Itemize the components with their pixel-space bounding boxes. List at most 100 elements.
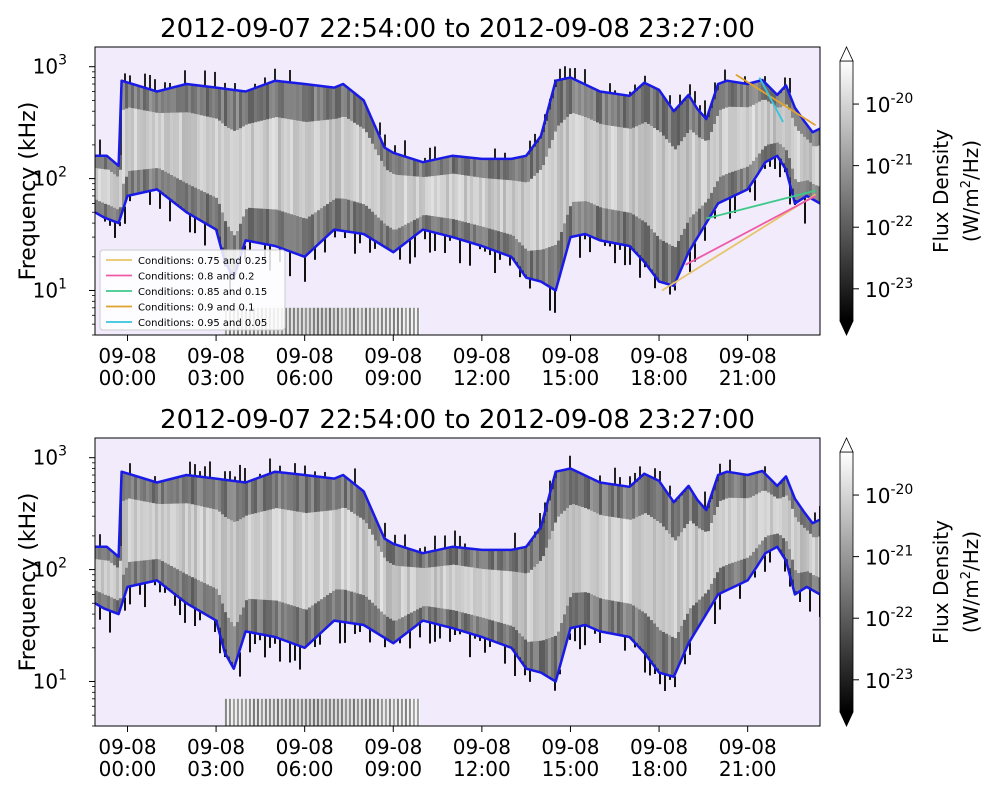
x-tick-label-time: 15:00 [542, 366, 600, 390]
x-tick-label-date: 09-08 [541, 735, 599, 759]
y-tick-exponent: 2 [58, 165, 67, 181]
colorbar-tick-exponent: -23 [890, 276, 913, 292]
y-tick-exponent: 1 [58, 276, 67, 292]
y-tick-base: 10 [33, 558, 58, 582]
y-tick-label: 102 [33, 165, 67, 191]
x-tick-label-date: 09-08 [630, 344, 688, 368]
colorbar-tick-label: 10-20 [865, 482, 913, 508]
x-tick-label-date: 09-08 [630, 735, 688, 759]
colorbar-tick-exponent: -21 [890, 153, 913, 169]
x-tick-label-time: 18:00 [630, 366, 688, 390]
colorbar-tick-exponent: -21 [890, 544, 913, 560]
colorbar-label-tail: /Hz) [959, 531, 983, 571]
legend-box [99, 249, 286, 331]
lower-boundary-line [95, 154, 820, 292]
x-tick-label-date: 09-08 [719, 344, 777, 368]
legend-label: Conditions: 0.8 and 0.2 [138, 272, 254, 283]
y-tick-exponent: 3 [58, 444, 67, 460]
colorbar-label-sup: 2 [959, 571, 974, 579]
colorbar-tick-label: 10-22 [865, 214, 913, 240]
x-tick-label-date: 09-08 [187, 735, 245, 759]
colorbar-tick-base: 10 [865, 278, 890, 302]
colorbar-tick-base: 10 [865, 216, 890, 240]
emission-texture [95, 77, 820, 290]
colorbar-extend-max [839, 437, 854, 453]
x-tick-label-date: 09-08 [719, 735, 777, 759]
x-tick-label-time: 00:00 [99, 757, 157, 781]
condition-line-1 [661, 193, 817, 292]
colorbar-tick-exponent: -23 [890, 667, 913, 683]
colorbar-tick-base: 10 [865, 93, 890, 117]
y-tick-exponent: 2 [58, 556, 67, 572]
x-tick-label-time: 12:00 [453, 757, 511, 781]
spectrogram [95, 66, 820, 335]
y-axis-label: Frequency (kHz) [16, 102, 41, 281]
y-tick-base: 10 [33, 278, 58, 302]
colorbar-tick-exponent: -22 [890, 605, 913, 621]
colorbar-tick-label: 10-21 [865, 544, 913, 570]
colorbar-gradient [839, 451, 854, 713]
colorbar-tick-exponent: -20 [890, 482, 913, 498]
y-tick-base: 10 [33, 167, 58, 191]
condition-line-3 [706, 189, 816, 220]
y-tick-label: 102 [33, 556, 67, 582]
chart-panel-2: 2012-09-07 22:54:00 to 2012-09-08 23:27:… [16, 405, 983, 781]
condition-line-2 [685, 195, 816, 266]
lower-boundary-line [95, 545, 820, 683]
y-tick-label: 101 [33, 276, 67, 302]
spectrogram [95, 455, 820, 726]
x-tick-label-date: 09-08 [453, 735, 511, 759]
colorbar-label-sup: 2 [959, 180, 974, 188]
plot-frame [94, 437, 821, 727]
colorbar-label-line2: (W/m2/Hz) [959, 531, 983, 633]
legend-label: Conditions: 0.85 and 0.15 [138, 287, 267, 298]
colorbar-label-line1: Flux Density [929, 129, 953, 253]
x-tick-label-time: 09:00 [364, 366, 422, 390]
x-tick-label-time: 21:00 [719, 757, 777, 781]
emission-texture [95, 468, 820, 681]
y-tick-exponent: 1 [58, 667, 67, 683]
colorbar-extend-min [839, 320, 854, 336]
chart-title: 2012-09-07 22:54:00 to 2012-09-08 23:27:… [160, 405, 755, 435]
legend-label: Conditions: 0.9 and 0.1 [138, 303, 254, 314]
y-tick-label: 103 [33, 444, 67, 470]
x-tick-label-date: 09-08 [276, 344, 334, 368]
plot-frame [94, 46, 821, 336]
x-tick-label-time: 06:00 [276, 366, 334, 390]
x-tick-label-time: 15:00 [542, 757, 600, 781]
x-tick-label-date: 09-08 [541, 344, 599, 368]
x-tick-label-time: 06:00 [276, 757, 334, 781]
x-tick-label-date: 09-08 [98, 735, 156, 759]
colorbar-tick-base: 10 [865, 155, 890, 179]
y-tick-base: 10 [33, 669, 58, 693]
colorbar-tick-label: 10-21 [865, 153, 913, 179]
x-tick-label-time: 03:00 [187, 366, 245, 390]
x-tick-label-date: 09-08 [98, 344, 156, 368]
colorbar-tick-base: 10 [865, 546, 890, 570]
colorbar-tick-base: 10 [865, 607, 890, 631]
x-tick-label-time: 21:00 [719, 366, 777, 390]
chart-title: 2012-09-07 22:54:00 to 2012-09-08 23:27:… [160, 14, 755, 44]
colorbar-tick-label: 10-23 [865, 276, 913, 302]
colorbar-label-unit: (W/m [959, 579, 983, 633]
colorbar-extend-max [839, 46, 854, 62]
x-tick-label-date: 09-08 [453, 344, 511, 368]
colorbar-extend-min [839, 711, 854, 727]
y-tick-label: 103 [33, 53, 67, 79]
colorbar-tick-label: 10-20 [865, 91, 913, 117]
x-tick-label-time: 03:00 [187, 757, 245, 781]
x-tick-label-date: 09-08 [187, 344, 245, 368]
colorbar-tick-label: 10-22 [865, 605, 913, 631]
condition-line-5 [758, 77, 784, 123]
colorbar-label-line1: Flux Density [929, 520, 953, 644]
x-tick-label-date: 09-08 [364, 344, 422, 368]
legend-label: Conditions: 0.95 and 0.05 [138, 318, 267, 329]
colorbar-label-tail: /Hz) [959, 140, 983, 180]
x-tick-label-time: 00:00 [99, 366, 157, 390]
colorbar-label-line2: (W/m2/Hz) [959, 140, 983, 242]
condition-line-4 [735, 73, 817, 126]
